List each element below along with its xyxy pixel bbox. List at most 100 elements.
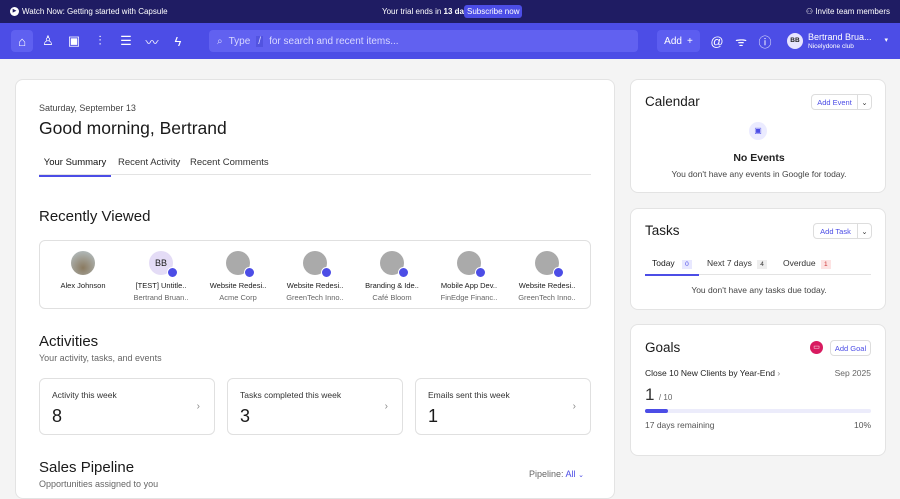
pipeline-select[interactable]: Pipeline: All ⌄ (529, 469, 584, 479)
count-badge: 1 (820, 260, 831, 269)
trial-text: Your trial ends in 13 days (382, 7, 473, 16)
goal-progress-fill (645, 409, 668, 413)
goal-name: Close 10 New Clients by Year-End (645, 368, 775, 378)
recent-item-name: Mobile App Dev.. (440, 281, 498, 290)
page-title: Good morning, Bertrand (39, 118, 227, 138)
recent-item-sub: FinEdge Financ.. (440, 293, 498, 302)
calendar-panel: Calendar Add Event ⌄ ▣ No Events You don… (630, 79, 886, 193)
recent-item-name: Website Redesi.. (518, 281, 576, 290)
add-label: Add (664, 35, 682, 47)
avatar: BB (787, 33, 803, 49)
tab-overdue[interactable]: Overdue 1 (783, 258, 831, 269)
chevron-right-icon: › (572, 401, 576, 412)
play-icon[interactable]: ▶ (10, 7, 19, 16)
goal-progress-bar (645, 409, 871, 413)
recent-item-name: Branding & Ide.. (365, 281, 419, 290)
main-nav: ⌂ ♙ ▣ ⫶ ☰ 〰 ϟ ⌕ Type / for search and re… (0, 23, 900, 59)
help-icon[interactable]: ⓘ (758, 34, 772, 50)
user-menu[interactable]: BB Bertrand Brua... Nicelydone club ▾ (787, 31, 892, 53)
feed-icon[interactable]: ᯤ (735, 34, 747, 49)
building-icon (457, 251, 486, 278)
chevron-right-icon: › (196, 401, 200, 412)
date-label: Saturday, September 13 (39, 103, 136, 113)
bar-chart-icon[interactable]: ⫶ (98, 33, 102, 48)
list-icon[interactable]: ☰ (120, 33, 132, 48)
activities-subtitle: Your activity, tasks, and events (39, 353, 162, 363)
goal-progress-value: 1 / 10 (645, 385, 672, 405)
stat-value: 8 (52, 406, 63, 426)
opportunity-badge-icon (475, 267, 486, 278)
recent-item[interactable]: BB [TEST] Untitle.. Bertrand Bruan.. (123, 251, 199, 302)
no-events-text: You don't have any events in Google for … (671, 169, 847, 179)
recent-item-sub: GreenTech Inno.. (286, 293, 344, 302)
recent-item[interactable]: Alex Johnson (45, 251, 121, 290)
user-name: Bertrand Brua... (808, 32, 872, 42)
goal-link[interactable]: Close 10 New Clients by Year-End › (645, 368, 780, 378)
chevron-right-icon: › (384, 401, 388, 412)
tab-next-7-days[interactable]: Next 7 days 4 (707, 258, 767, 269)
no-events-title: No Events (733, 152, 785, 164)
stat-label: Emails sent this week (428, 390, 510, 400)
building-icon (535, 251, 564, 278)
add-person-icon: ⚇ (805, 7, 814, 16)
add-button[interactable]: Add + (657, 30, 700, 52)
announcement-bar: ▶ Watch Now: Getting started with Capsul… (0, 0, 900, 23)
trend-icon[interactable]: 〰 (145, 34, 159, 50)
building-icon (380, 251, 409, 278)
search-shortcut: / (256, 35, 264, 47)
person-icon[interactable]: ♙ (42, 33, 54, 48)
stat-label: Tasks completed this week (240, 390, 342, 400)
stat-card-emails[interactable]: Emails sent this week 1 › (415, 378, 591, 435)
add-event-dropdown[interactable]: ⌄ (857, 94, 872, 110)
recently-viewed-title: Recently Viewed (39, 208, 151, 225)
tab-label: Overdue (783, 258, 816, 268)
add-task-button[interactable]: Add Task (813, 223, 858, 239)
stat-card-activity[interactable]: Activity this week 8 › (39, 378, 215, 435)
add-task-dropdown[interactable]: ⌄ (857, 223, 872, 239)
recent-item[interactable]: Website Redesi.. GreenTech Inno.. (277, 251, 353, 302)
add-goal-button[interactable]: Add Goal (830, 340, 871, 356)
tab-your-summary[interactable]: Your Summary (39, 157, 111, 177)
chevron-right-icon: › (777, 368, 781, 378)
goal-percent: 10% (853, 420, 871, 430)
recent-item[interactable]: Branding & Ide.. Café Bloom (354, 251, 430, 302)
tabs-divider (39, 174, 591, 175)
stat-value: 1 (428, 406, 439, 426)
project-badge-icon (244, 267, 255, 278)
recent-item[interactable]: Website Redesi.. GreenTech Inno.. (509, 251, 585, 302)
bolt-icon[interactable]: ϟ (174, 33, 182, 49)
subscribe-button[interactable]: Subscribe now (464, 5, 523, 18)
stat-card-tasks[interactable]: Tasks completed this week 3 › (227, 378, 403, 435)
opportunity-badge-icon (167, 267, 178, 278)
home-icon[interactable]: ⌂ (11, 30, 33, 52)
tab-recent-comments[interactable]: Recent Comments (190, 157, 269, 168)
calendar-icon[interactable]: ▣ (67, 33, 81, 48)
add-event-button[interactable]: Add Event (811, 94, 858, 110)
chevron-down-icon: ⌄ (578, 472, 584, 479)
invite-label: Invite team members (815, 7, 890, 16)
search-input[interactable]: ⌕ Type / for search and recent items... (209, 30, 638, 52)
add-goal-label: Add Goal (834, 343, 867, 353)
tasks-title: Tasks (645, 223, 680, 238)
avatar: BB (149, 251, 178, 278)
goal-celebrate-icon[interactable]: ▭ (810, 341, 823, 354)
mention-icon[interactable]: @ (710, 33, 724, 49)
pipeline-value: All (565, 469, 576, 479)
calendar-icon: ▣ (749, 122, 767, 140)
search-icon: ⌕ (217, 35, 223, 47)
recent-item[interactable]: Website Redesi.. Acme Corp (200, 251, 276, 302)
add-task-label: Add Task (820, 226, 851, 236)
building-icon (303, 251, 332, 278)
search-placeholder: for search and recent items... (269, 35, 399, 47)
goal-remaining: 17 days remaining (645, 420, 715, 430)
tasks-panel: Tasks Add Task ⌄ Today 0 Next 7 days 4 O… (630, 208, 886, 310)
tab-today[interactable]: Today 0 (645, 258, 699, 276)
recent-item-name: Website Redesi.. (286, 281, 344, 290)
recently-viewed-list: Alex Johnson BB [TEST] Untitle.. Bertrand … (39, 240, 591, 309)
invite-button[interactable]: ⚇ Invite team members (806, 7, 890, 16)
tab-recent-activity[interactable]: Recent Activity (118, 157, 181, 168)
goals-panel: Goals ▭ Add Goal Close 10 New Clients by… (630, 324, 886, 456)
avatar (71, 251, 95, 275)
recent-item[interactable]: Mobile App Dev.. FinEdge Financ.. (431, 251, 507, 302)
watch-link[interactable]: Watch Now: Getting started with Capsule (22, 7, 168, 16)
